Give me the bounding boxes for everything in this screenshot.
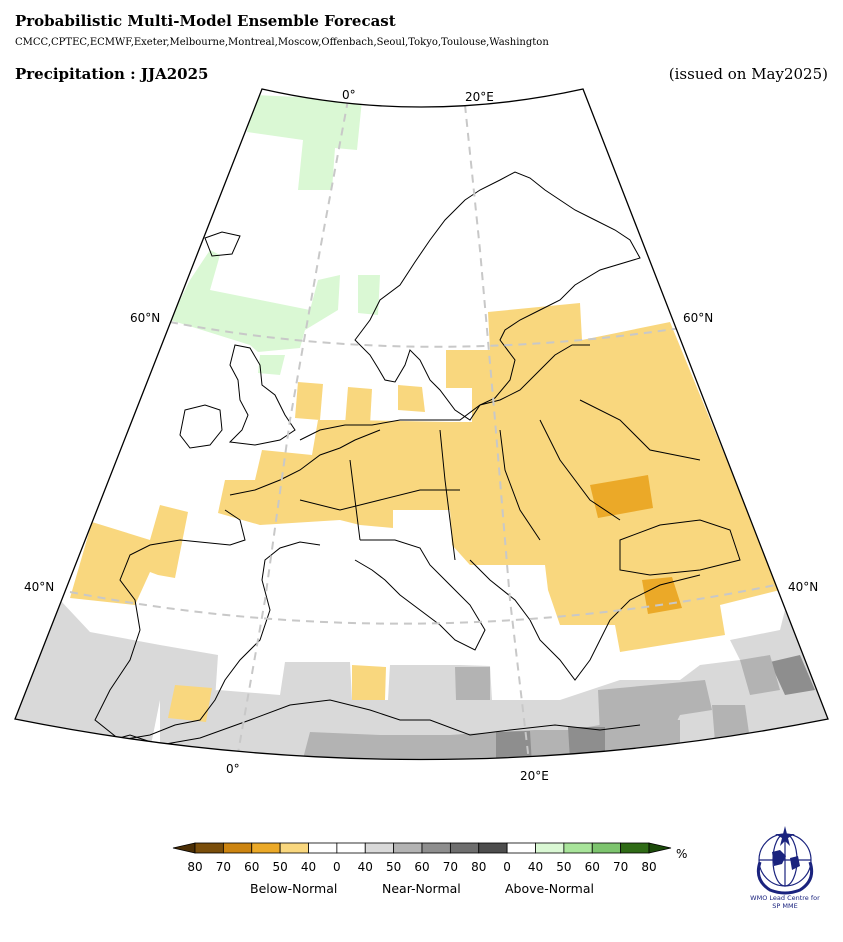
legend-tick-label: 50 [272,860,288,874]
wmo-logo-line2: SP MME [772,902,798,910]
legend-swatch [563,842,593,854]
legend-tick-label: 80 [471,860,487,874]
legend-tick-label: 70 [215,860,232,874]
label-left-40n: 40°N [24,580,55,594]
coastlines [94,171,741,746]
legend-swatch [506,842,536,854]
legend-tick-label: 50 [556,860,572,874]
legend-unit: % [676,847,688,861]
wmo-logo-caption: WMO Lead Centre for SP MME [738,894,832,910]
legend-tick-label: 60 [414,860,430,874]
legend-tick-label: 0 [503,860,511,874]
graticule [69,99,791,760]
legend-arrow-left [172,842,196,854]
variable-period: Precipitation : JJA2025 [15,65,209,83]
legend-tick-label: 60 [244,860,260,874]
legend-swatch [535,842,565,854]
wmo-logo [756,826,814,895]
legend-tick-label: 50 [385,860,402,874]
legend-tick-label: 0 [333,860,341,874]
legend-tick-label: 80 [187,860,203,874]
wmo-logo-line1: WMO Lead Centre for [750,894,820,902]
label-bottom-20e: 20°E [520,769,549,783]
legend-colorbar [172,842,672,854]
legend-tick-label: 40 [357,860,373,874]
issued-date: (issued on May2025) [668,65,828,83]
label-right-40n: 40°N [788,580,819,594]
legend-tick-label: 40 [527,860,544,874]
legend-tick-label: 70 [442,860,459,874]
legend-swatch [336,842,366,854]
legend-swatch [364,842,395,854]
above-normal-areas [170,95,380,375]
label-right-60n: 60°N [683,311,714,325]
legend-swatch [620,842,650,854]
legend-above-normal: Above-Normal [505,881,594,896]
legend-swatch [591,842,622,854]
legend-swatch [449,842,480,854]
legend-near-normal: Near-Normal [382,881,461,896]
legend-swatch [222,842,253,854]
legend-tick-label: 80 [641,860,657,874]
legend-below-normal: Below-Normal [250,881,338,896]
legend-swatch [421,842,451,854]
label-top-0: 0° [342,88,356,102]
label-top-20e: 20°E [465,90,494,104]
below-normal-areas [70,303,780,722]
legend-swatch [279,842,309,854]
legend-arrow-right [648,842,672,854]
legend-swatch [251,842,281,854]
model-list: CMCC,CPTEC,ECMWF,Exeter,Melbourne,Montre… [15,37,549,48]
legend-swatch [478,842,508,854]
legend-swatch [308,842,338,854]
label-left-60n: 60°N [130,311,161,325]
legend-swatch [393,842,423,854]
legend-swatch [194,842,224,854]
legend-tick-label: 40 [300,860,317,874]
map-frame [14,88,829,761]
label-bottom-0: 0° [226,762,240,776]
page-title: Probabilistic Multi-Model Ensemble Forec… [15,12,396,30]
legend-tick-label: 70 [612,860,629,874]
legend-tick-label: 60 [584,860,600,874]
